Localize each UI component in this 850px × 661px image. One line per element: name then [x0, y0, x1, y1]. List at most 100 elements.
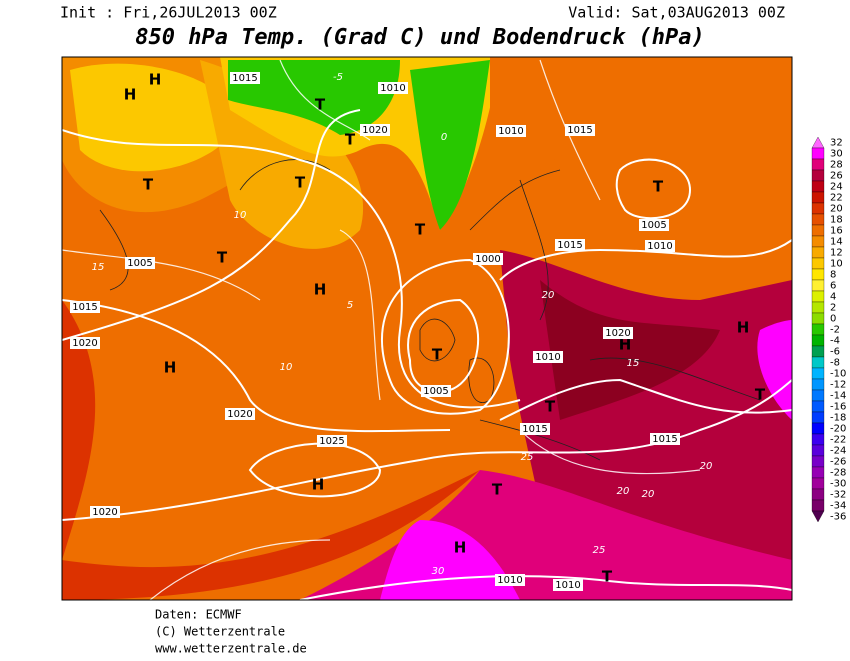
isobar-label-box: [225, 408, 255, 420]
colorbar-label: 24: [830, 182, 843, 193]
pressure-center: H: [737, 319, 750, 337]
isobar-label: 1010: [380, 83, 405, 94]
isobar-label: 1015: [232, 73, 257, 84]
colorbar-swatch: [811, 378, 825, 391]
isobar-label-box: [317, 435, 347, 447]
colorbar-swatch: [811, 400, 825, 413]
colorbar-label: -24: [830, 446, 846, 457]
colorbar-label: 6: [830, 281, 836, 292]
isobar-label-box: [565, 124, 595, 136]
isobar-label-box: [496, 125, 526, 137]
colorbar-swatch: [811, 147, 825, 160]
colorbar-swatch: [811, 334, 825, 347]
colorbar-label: -8: [830, 358, 840, 369]
footer-data: Daten: ECMWF: [155, 608, 242, 622]
isotherm-label: -5: [333, 72, 343, 83]
isobar-label: 1010: [498, 126, 523, 137]
colorbar-swatch: [811, 466, 825, 479]
pressure-center: T: [345, 131, 356, 149]
colorbar-swatch: [811, 202, 825, 215]
isobar-label-box: [473, 253, 503, 265]
isobar-label: 1015: [557, 240, 582, 251]
colorbar: 32302826242220181614121086420-2-4-6-8-10…: [811, 136, 846, 523]
isobar-label-box: [360, 124, 390, 136]
isotherm-label: 5: [347, 300, 353, 311]
isobar-label: 1015: [652, 434, 677, 445]
colorbar-swatch: [811, 235, 825, 248]
isotherm-label: 25: [593, 545, 606, 556]
pressure-center: T: [653, 178, 664, 196]
isobar-label: 1010: [497, 575, 522, 586]
colorbar-swatch: [811, 191, 825, 204]
colorbar-swatch: [811, 345, 825, 358]
isobar-label-box: [520, 423, 550, 435]
pressure-center: T: [755, 386, 766, 404]
pressure-center: H: [149, 71, 162, 89]
isobar-label-box: [639, 219, 669, 231]
colorbar-label: -26: [830, 457, 846, 468]
colorbar-swatch: [811, 224, 825, 237]
isobar-label: 1020: [92, 507, 117, 518]
colorbar-label: -16: [830, 402, 846, 413]
isotherm-label: 0: [441, 132, 447, 143]
colorbar-swatch: [811, 411, 825, 424]
colorbar-label: -2: [830, 325, 840, 336]
colorbar-swatch: [811, 422, 825, 435]
colorbar-swatch: [811, 444, 825, 457]
colorbar-label: -20: [830, 424, 846, 435]
pressure-center: H: [312, 476, 325, 494]
pressure-center: T: [315, 96, 326, 114]
isobar-label-box: [378, 82, 408, 94]
isobar-label-box: [603, 327, 633, 339]
colorbar-label: -34: [830, 501, 846, 512]
colorbar-label: -30: [830, 479, 846, 490]
colorbar-label: 22: [830, 193, 843, 204]
pressure-center: H: [314, 281, 327, 299]
pressure-center: H: [164, 359, 177, 377]
colorbar-swatch: [811, 213, 825, 226]
pressure-center: T: [295, 174, 306, 192]
map-frame: [61, 56, 793, 601]
isotherm-label: 10: [234, 210, 247, 221]
isotherm-label: 20: [700, 461, 713, 472]
isobar-label-box: [70, 337, 100, 349]
colorbar-label: -10: [830, 369, 846, 380]
colorbar-swatch: [811, 290, 825, 303]
isotherm-label: 20: [642, 489, 655, 500]
isobar-label-box: [421, 385, 451, 397]
isobar-label: 1025: [319, 436, 344, 447]
colorbar-label: 4: [830, 292, 836, 303]
isobar-label-box: [553, 579, 583, 591]
colorbar-label: 2: [830, 303, 836, 314]
colorbar-label: -6: [830, 347, 840, 358]
pressure-center: H: [454, 539, 467, 557]
isobar-label-box: [90, 506, 120, 518]
isobar-label-box: [495, 574, 525, 586]
colorbar-label: 16: [830, 226, 843, 237]
isobar-label-box: [230, 72, 260, 84]
colorbar-label: 28: [830, 160, 843, 171]
isobar-label: 1010: [647, 241, 672, 252]
valid-time: Valid: Sat,03AUG2013 00Z: [568, 4, 785, 22]
isotherm-label: 10: [280, 362, 293, 373]
pressure-center: T: [545, 398, 556, 416]
colorbar-label: -22: [830, 435, 846, 446]
colorbar-label: 10: [830, 259, 843, 270]
colorbar-label: 12: [830, 248, 843, 259]
footer-copyright: (C) Wetterzentrale: [155, 625, 285, 639]
isobar-label: 1015: [567, 125, 592, 136]
map-title: 850 hPa Temp. (Grad C) und Bodendruck (h…: [135, 25, 705, 50]
colorbar-swatch: [811, 433, 825, 446]
colorbar-label: 30: [830, 149, 843, 160]
colorbar-label: -4: [830, 336, 840, 347]
isobar-label: 1020: [72, 338, 97, 349]
isobar-label: 1015: [522, 424, 547, 435]
isobar-label: 1015: [72, 302, 97, 313]
isobar-label-box: [125, 257, 155, 269]
isobar-label: 1020: [362, 125, 387, 136]
colorbar-swatch: [811, 477, 825, 490]
colorbar-label: 14: [830, 237, 843, 248]
colorbar-swatch: [811, 301, 825, 314]
